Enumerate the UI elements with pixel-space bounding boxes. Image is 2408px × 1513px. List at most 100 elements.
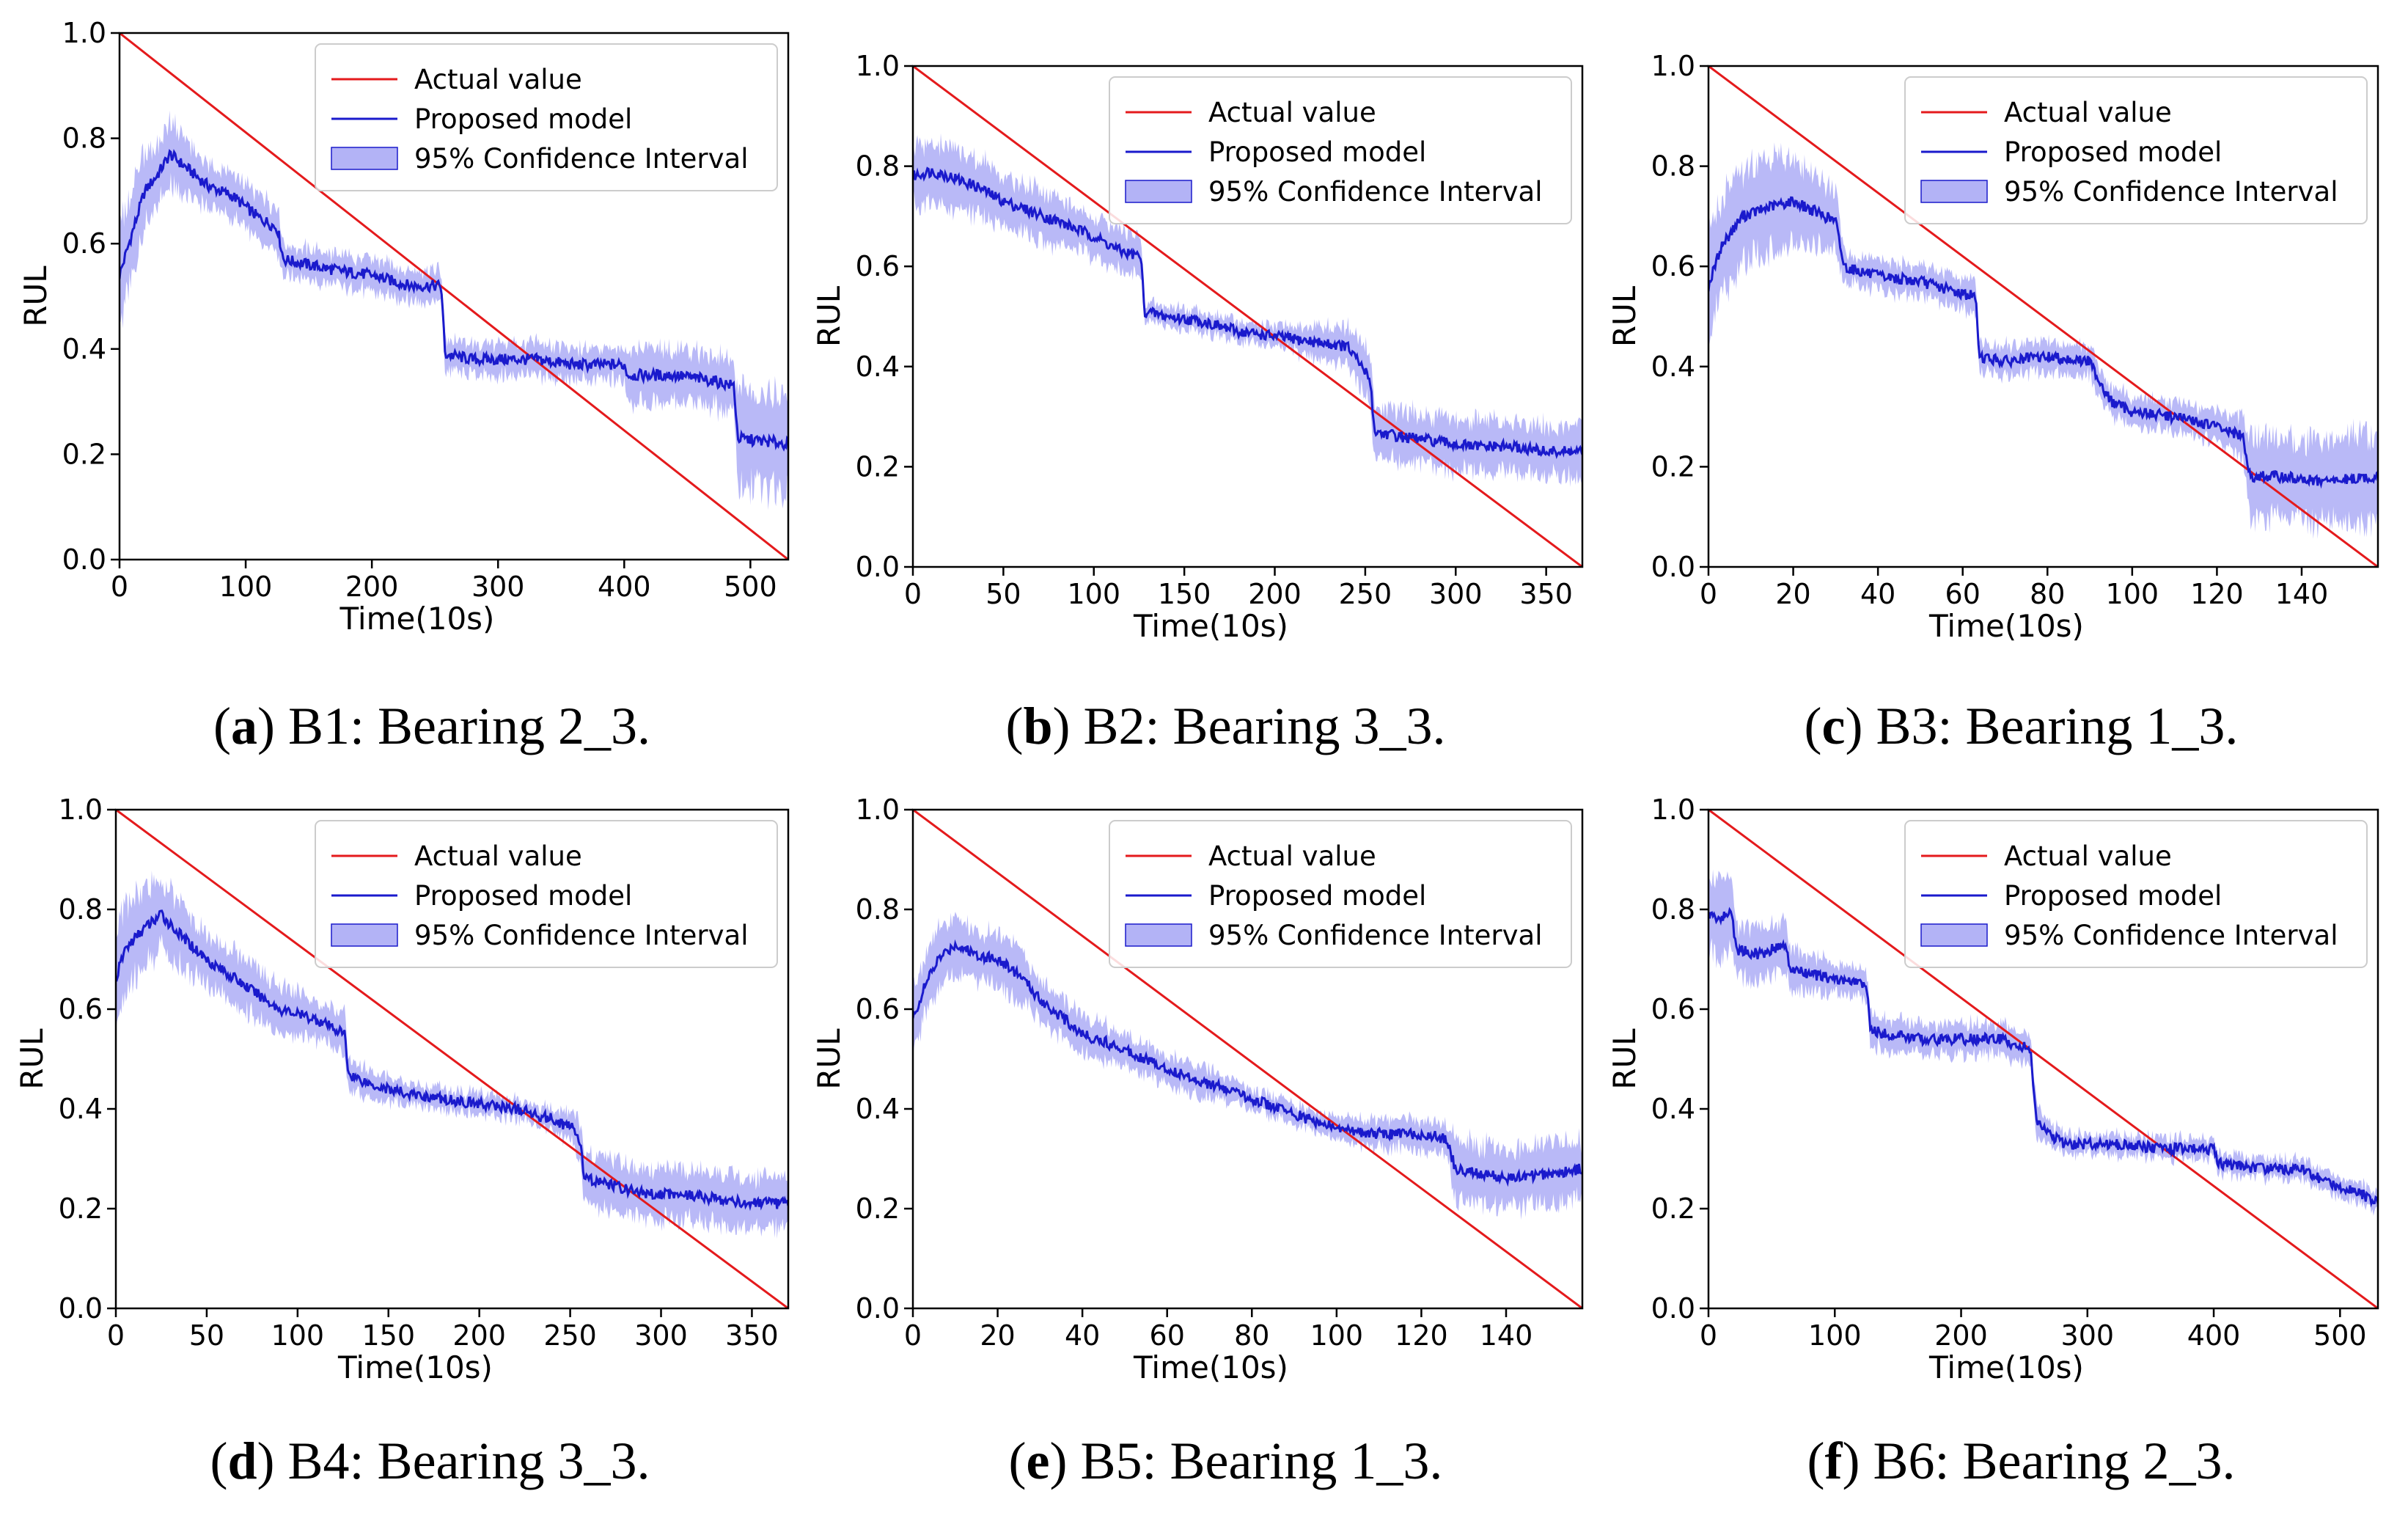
y-tick-label: 0.2 [856,450,900,483]
y-tick-label: 1.0 [1651,50,1695,82]
legend: Actual value Proposed model 95% Confidence… [1904,76,2368,224]
x-tick-label: 400 [2187,1319,2241,1352]
x-axis-label: Time(10s) [1133,1349,1288,1385]
x-tick-label: 300 [471,571,525,603]
caption-letter: d [228,1432,257,1490]
x-axis-label: Time(10s) [1133,608,1288,644]
panel-caption: (b) B2: Bearing 3_3. [1006,697,1446,755]
chart-panel-b: 0 50 100 150 200 250 300 350 0.0 0.2 0.4 0.6 0.8 1.0 T… [811,50,1584,755]
y-tick-label: 0.8 [856,150,900,183]
x-tick-label: 200 [345,571,399,603]
y-tick-label: 0.0 [1651,1292,1695,1325]
confidence-band [913,133,1582,487]
x-tick-label: 350 [725,1319,779,1352]
confidence-band [1708,142,2378,539]
legend-entry: Proposed model [414,103,632,135]
x-tick-label: 100 [1808,1319,1862,1352]
legend-frame [1904,76,2368,224]
x-tick-label: 0 [111,571,128,603]
y-tick-label: 0.8 [1651,150,1695,183]
legend-frame [1109,76,1572,224]
legend-entry: 95% Confidence Interval [414,143,749,175]
x-tick-label: 200 [1934,1319,1988,1352]
x-tick-label: 120 [2190,578,2244,610]
y-tick-label: 1.0 [62,17,106,49]
panel-caption: (a) B1: Bearing 2_3. [213,697,650,755]
y-tick-label: 0.0 [59,1292,103,1325]
x-tick-label: 140 [2275,578,2329,610]
x-tick-label: 150 [1158,578,1211,610]
x-tick-label: 0 [904,578,922,610]
x-tick-label: 300 [634,1319,688,1352]
y-tick-label: 0.4 [856,351,900,383]
chart-panel-e: 0 20 40 60 80 100 120 140 0.0 0.2 0.4 0.6 0.8 1.0 Time… [811,794,1584,1490]
x-tick-label: 60 [1150,1319,1185,1352]
legend: Actual value Proposed model 95% Confidence… [315,43,778,191]
x-axis-label: Time(10s) [337,1349,493,1385]
legend-entry: Proposed model [1208,880,1426,912]
plot-area [1708,66,2378,567]
panel-caption: (d) B4: Bearing 3_3. [210,1432,650,1490]
x-tick-label: 40 [1065,1319,1100,1352]
actual-value-line [116,810,788,1308]
y-tick-label: 0.4 [62,333,106,365]
actual-value-line [120,33,788,560]
y-tick-label: 0.6 [856,250,900,282]
plot-area [913,66,1582,567]
caption-text: B5: Bearing 1_3. [1080,1432,1442,1490]
legend-entry: Actual value [1208,97,1376,128]
legend: Actual value Proposed model 95% Confidence… [1904,820,2368,968]
x-tick-label: 100 [271,1319,325,1352]
x-tick-label: 60 [1945,578,1981,610]
y-tick-label: 0.0 [856,551,900,583]
x-tick-label: 50 [189,1319,224,1352]
x-tick-label: 400 [598,571,651,603]
x-tick-label: 350 [1519,578,1573,610]
confidence-band [1708,869,2378,1216]
caption-text: B2: Bearing 3_3. [1084,697,1446,755]
panel-caption: (c) B3: Bearing 1_3. [1805,697,2239,755]
y-tick-label: 0.4 [1651,1093,1695,1125]
x-tick-label: 0 [107,1319,125,1352]
caption-text: B1: Bearing 2_3. [288,697,650,755]
caption-letter: b [1024,697,1053,755]
legend-entry: Actual value [414,64,582,95]
chart-panel-c: 0 20 40 60 80 100 120 140 0.0 0.2 0.4 0.6 0.8 1.0 Time… [1607,50,2379,755]
y-tick-label: 0.8 [62,122,106,155]
actual-value-line [1708,66,2378,567]
x-tick-label: 200 [452,1319,506,1352]
x-tick-label: 300 [1429,578,1483,610]
x-tick-label: 40 [1860,578,1895,610]
axes-frame [1707,808,2379,1310]
panel-caption: (f) B6: Bearing 2_3. [1807,1432,2236,1490]
y-tick-label: 0.6 [1651,993,1695,1025]
x-tick-label: 500 [724,571,777,603]
confidence-band [913,912,1582,1220]
x-tick-label: 80 [1234,1319,1269,1352]
y-tick-label: 0.0 [62,543,106,576]
caption-text: B3: Bearing 1_3. [1876,697,2238,755]
y-tick-label: 0.2 [1651,450,1695,483]
y-tick-label: 0.2 [856,1193,900,1225]
y-tick-label: 0.8 [1651,893,1695,926]
x-tick-label: 0 [1700,1319,1717,1352]
axes-frame [911,65,1584,568]
proposed-model-line [1708,196,2378,489]
y-tick-label: 0.8 [856,893,900,926]
x-tick-label: 140 [1480,1319,1533,1352]
y-tick-label: 0.4 [1651,351,1695,383]
legend-entry: Actual value [414,840,582,872]
caption-text: B4: Bearing 3_3. [288,1432,650,1490]
legend-swatch-band [1920,180,1988,203]
legend-entry: 95% Confidence Interval [2004,176,2338,208]
x-tick-label: 0 [1700,578,1717,610]
legend-entry: 95% Confidence Interval [2004,920,2338,951]
legend-entry: Proposed model [1208,136,1426,168]
y-tick-label: 0.6 [59,993,103,1025]
y-tick-label: 0.2 [59,1193,103,1225]
legend-swatch-band [1920,923,1988,947]
y-tick-label: 1.0 [856,50,900,82]
plot-area [913,810,1582,1308]
y-tick-label: 0.2 [62,438,106,470]
legend-entry: 95% Confidence Interval [1208,176,1543,208]
